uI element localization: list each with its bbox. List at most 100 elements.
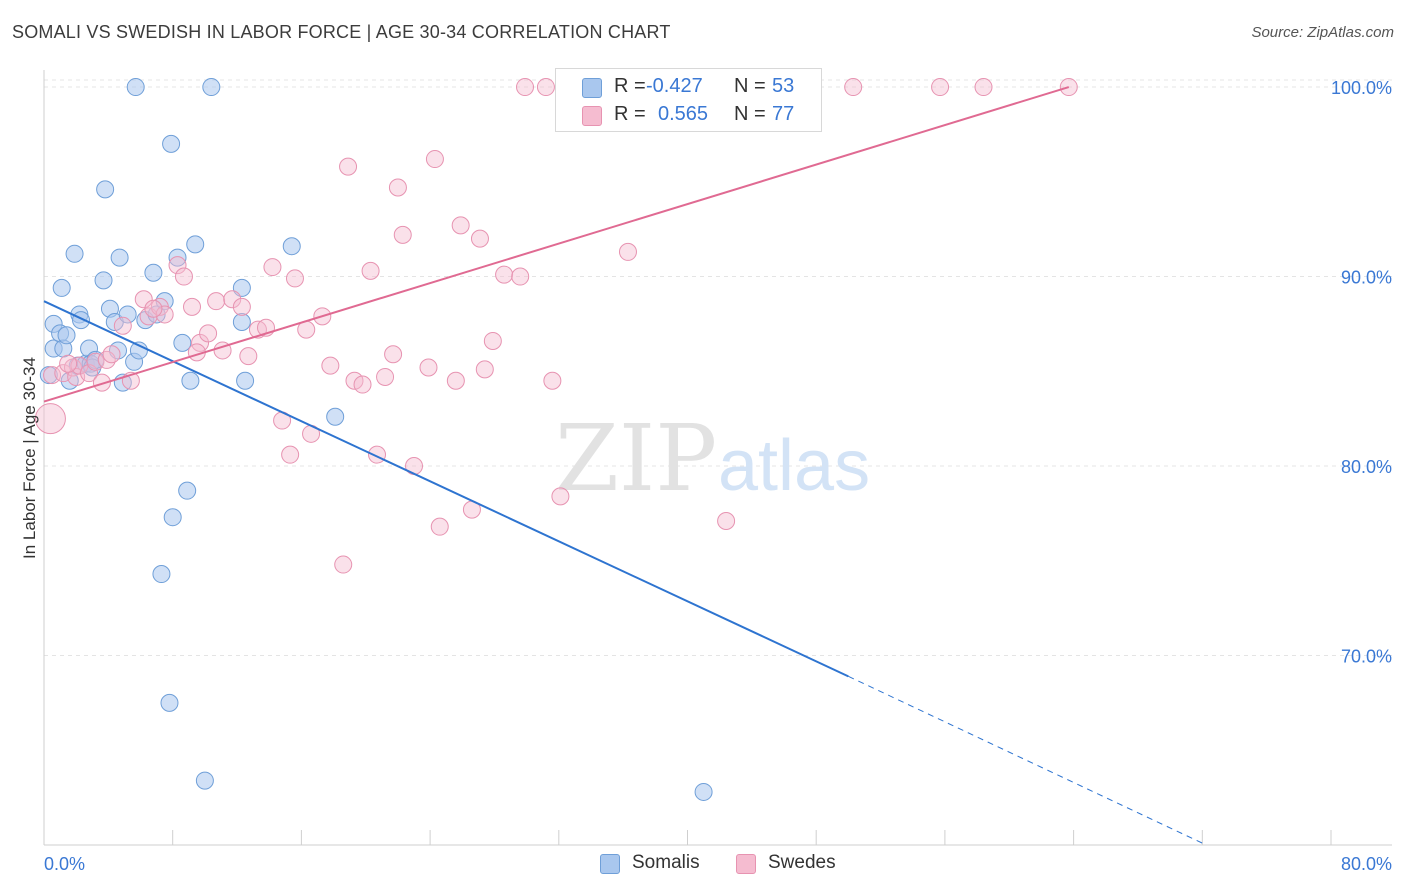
swede-point bbox=[384, 345, 403, 364]
swede-point bbox=[281, 445, 300, 464]
watermark-atlas: atlas bbox=[718, 426, 870, 506]
somali-point bbox=[163, 508, 182, 527]
y-tick-label: 70.0% bbox=[1341, 647, 1392, 667]
swede-point bbox=[155, 305, 174, 324]
swede-point bbox=[232, 297, 251, 316]
swede-point bbox=[430, 517, 449, 536]
trend-lines bbox=[43, 86, 1203, 844]
somali-point bbox=[694, 782, 713, 801]
somali-point bbox=[126, 78, 145, 97]
swede-point bbox=[183, 297, 202, 316]
swede-point bbox=[321, 356, 340, 375]
n-value: 53 bbox=[772, 75, 795, 97]
swede-point bbox=[80, 364, 99, 383]
swede-point bbox=[419, 358, 438, 377]
swede-point bbox=[974, 78, 993, 97]
somali-point bbox=[144, 263, 163, 282]
somalis-swatch bbox=[600, 854, 620, 874]
somali-point bbox=[232, 313, 251, 332]
r-label: R = bbox=[614, 75, 646, 97]
swede-point bbox=[475, 360, 494, 379]
somali-point bbox=[173, 333, 192, 352]
somali-point bbox=[94, 271, 113, 290]
swede-point bbox=[511, 267, 530, 286]
somali-point bbox=[118, 305, 137, 324]
swede-point bbox=[174, 267, 193, 286]
swede-point bbox=[263, 258, 282, 277]
swede-point bbox=[844, 78, 863, 97]
somali-point bbox=[52, 278, 71, 297]
y-axis-label: In Labor Force | Age 30-34 bbox=[20, 357, 39, 559]
swede-point bbox=[86, 352, 105, 371]
somali-trend-line bbox=[43, 300, 849, 678]
legend-label: Swedes bbox=[768, 852, 836, 873]
somali-point bbox=[181, 371, 200, 390]
r-value: 0.565 bbox=[658, 103, 709, 125]
swede-trend-line bbox=[43, 86, 1070, 403]
chart-source: Source: ZipAtlas.com bbox=[1251, 24, 1394, 41]
legend-label: Somalis bbox=[632, 852, 700, 873]
swede-point bbox=[393, 225, 412, 244]
somali-trend-extension bbox=[848, 675, 1203, 844]
watermark: ZIP atlas bbox=[555, 405, 870, 512]
swede-point bbox=[97, 350, 116, 369]
somali-point bbox=[168, 248, 187, 267]
somali-point bbox=[178, 481, 197, 500]
somali-point bbox=[282, 237, 301, 256]
y-tick-label: 80.0% bbox=[1341, 457, 1392, 477]
somali-point bbox=[202, 78, 221, 97]
swede-point bbox=[446, 371, 465, 390]
swede-point bbox=[425, 150, 444, 169]
swede-point bbox=[470, 229, 489, 248]
somali-point bbox=[326, 407, 345, 426]
swede-point bbox=[931, 78, 950, 97]
tick-labels: 70.0% 80.0% 90.0% 100.0% 0.0% 80.0% In Labor F… bbox=[20, 78, 1392, 874]
somali-point bbox=[57, 326, 76, 345]
swede-point bbox=[495, 265, 514, 284]
swede-point bbox=[285, 269, 304, 288]
swede-point bbox=[144, 299, 163, 318]
y-tick-label: 90.0% bbox=[1341, 268, 1392, 288]
grid-layer bbox=[44, 79, 1392, 657]
swede-point bbox=[113, 316, 132, 335]
somalis-swatch bbox=[582, 78, 602, 98]
swede-point bbox=[168, 256, 187, 275]
somali-point bbox=[186, 235, 205, 254]
swede-point bbox=[207, 292, 226, 311]
r-value: -0.427 bbox=[646, 75, 703, 97]
swede-point bbox=[483, 331, 502, 350]
n-label: N = bbox=[734, 103, 766, 125]
stats-row-swedes: R = 0.565 N = 77 bbox=[556, 101, 821, 129]
swede-point bbox=[388, 178, 407, 197]
somali-point bbox=[236, 371, 255, 390]
n-value: 77 bbox=[772, 103, 795, 125]
swede-point bbox=[353, 375, 372, 394]
swede-point bbox=[551, 487, 570, 506]
swede-point bbox=[376, 367, 395, 386]
swede-point bbox=[717, 511, 736, 530]
swede-point bbox=[223, 290, 242, 309]
x-tick-label: 80.0% bbox=[1341, 854, 1392, 874]
swede-point bbox=[451, 216, 470, 235]
swede-point bbox=[102, 345, 121, 364]
watermark-zip: ZIP bbox=[555, 405, 717, 512]
somali-point bbox=[162, 134, 181, 153]
swede-point bbox=[536, 78, 555, 97]
swede-point bbox=[618, 242, 637, 261]
somali-point bbox=[110, 248, 129, 267]
x-tick-label: 0.0% bbox=[44, 854, 85, 874]
swede-point bbox=[543, 371, 562, 390]
swede-point bbox=[59, 354, 78, 373]
swede-point bbox=[92, 373, 111, 392]
somali-point bbox=[195, 771, 214, 790]
swedes-swatch bbox=[736, 854, 756, 874]
swede-point bbox=[339, 157, 358, 176]
axis-layer bbox=[43, 70, 1392, 846]
somali-point bbox=[152, 565, 171, 584]
swede-point bbox=[334, 555, 353, 574]
somali-point bbox=[65, 244, 84, 263]
y-tick-label: 100.0% bbox=[1331, 78, 1392, 98]
r-label: R = bbox=[614, 103, 646, 125]
n-label: N = bbox=[734, 75, 766, 97]
